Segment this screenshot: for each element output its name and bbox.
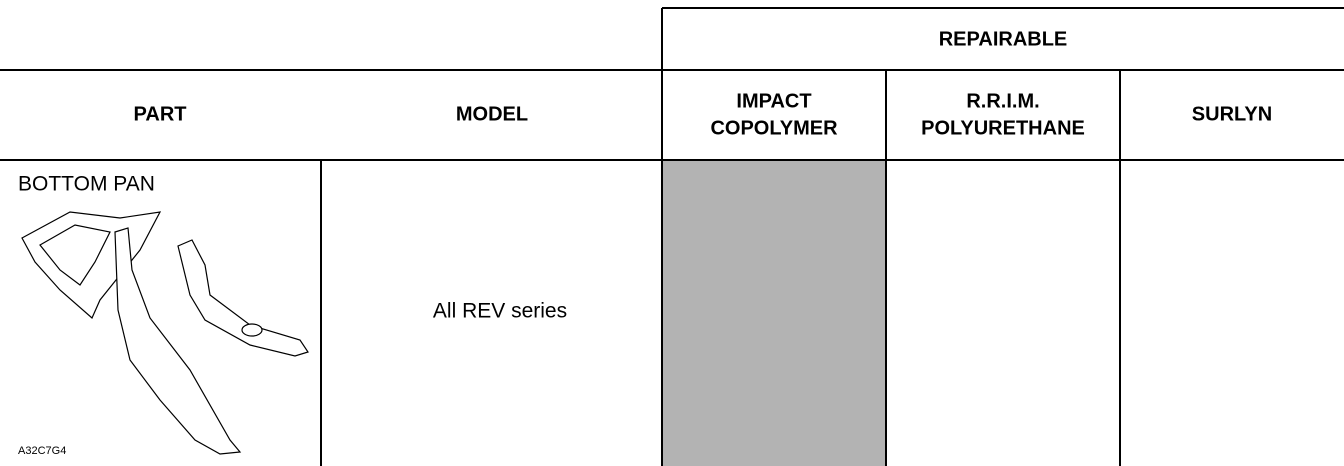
group-header: REPAIRABLE: [939, 28, 1068, 50]
column-header: R.R.I.M.: [966, 90, 1039, 112]
figure-code: A32C7G4: [18, 445, 66, 457]
shaded-cell: [663, 160, 886, 466]
part-illustration: [21, 211, 309, 455]
column-header: POLYURETHANE: [921, 117, 1085, 139]
column-header: MODEL: [456, 103, 528, 125]
column-header: IMPACT: [736, 90, 811, 112]
column-header: PART: [134, 103, 187, 125]
model: All REV series: [433, 300, 567, 323]
table-rules: [0, 7, 1344, 466]
column-header: SURLYN: [1192, 103, 1272, 125]
column-header: COPOLYMER: [710, 117, 838, 139]
part-name: BOTTOM PAN: [18, 173, 155, 196]
